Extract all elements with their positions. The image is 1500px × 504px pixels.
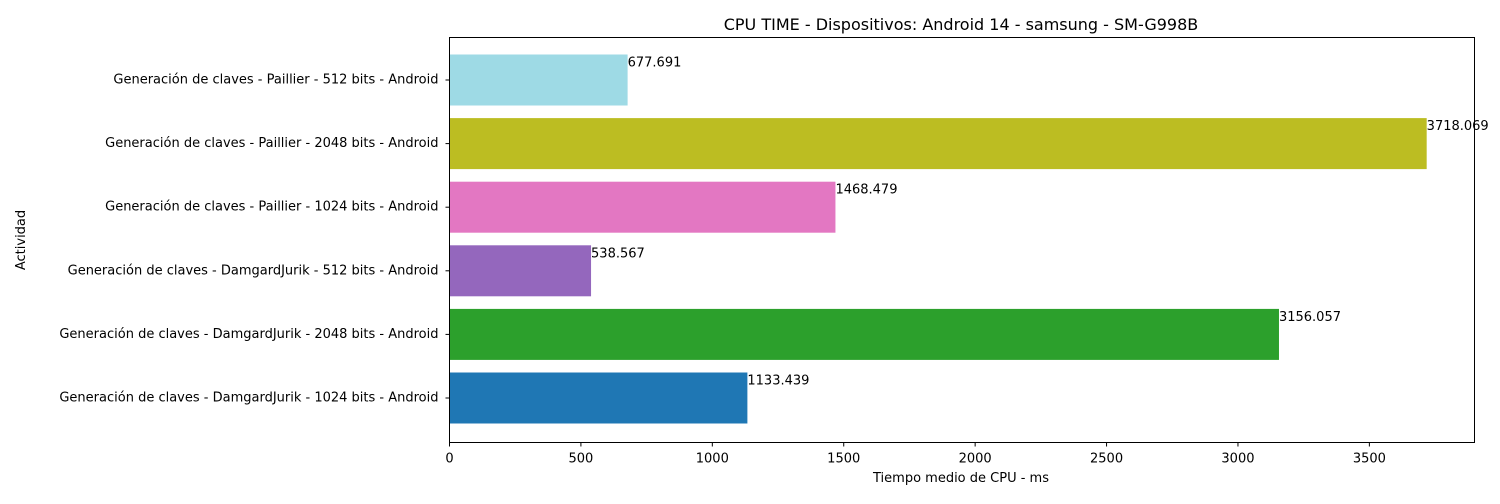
value-label-3: 1468.479 [835,183,897,198]
value-label-5: 677.691 [628,56,682,71]
y-tick-label-4: Generación de claves - Paillier - 2048 b… [105,136,438,151]
x-tick-label-3: 1500 [827,452,860,467]
x-axis-ticks: 0 500 1000 1500 2000 2500 3000 3500 [445,442,1386,467]
value-label-4: 3718.069 [1427,119,1489,134]
bar-2 [449,245,592,297]
y-tick-label-5: Generación de claves - Paillier - 512 bi… [113,73,438,88]
chart-title: CPU TIME - Dispositivos: Android 14 - sa… [724,15,1199,34]
x-tick-label-2: 1000 [696,452,729,467]
bar-3 [449,181,836,233]
bar-4 [449,118,1427,170]
bars-group [449,54,1427,424]
x-tick-label-6: 3000 [1221,452,1254,467]
x-axis-label: Tiempo medio de CPU - ms [872,471,1049,486]
bar-1 [449,308,1279,360]
bar-0 [449,372,748,424]
bar-5 [449,54,628,106]
value-label-1: 3156.057 [1279,310,1341,325]
value-label-0: 1133.439 [747,374,809,389]
y-tick-label-1: Generación de claves - DamgardJurik - 20… [59,327,438,342]
y-tick-label-3: Generación de claves - Paillier - 1024 b… [105,200,438,215]
value-labels-group: 1133.439 3156.057 538.567 1468.479 3718.069 6… [591,56,1489,389]
y-axis-label: Actividad [14,210,29,270]
plot-frame [449,37,1475,443]
x-tick-label-7: 3500 [1353,452,1386,467]
x-tick-label-0: 0 [445,452,453,467]
y-tick-label-2: Generación de claves - DamgardJurik - 51… [68,263,439,278]
x-tick-label-1: 500 [568,452,593,467]
x-tick-label-4: 2000 [959,452,992,467]
x-tick-label-5: 2500 [1090,452,1123,467]
value-label-2: 538.567 [591,246,645,261]
y-axis-ticks: Generación de claves - DamgardJurik - 10… [59,73,450,406]
y-tick-label-0: Generación de claves - DamgardJurik - 10… [59,391,438,406]
